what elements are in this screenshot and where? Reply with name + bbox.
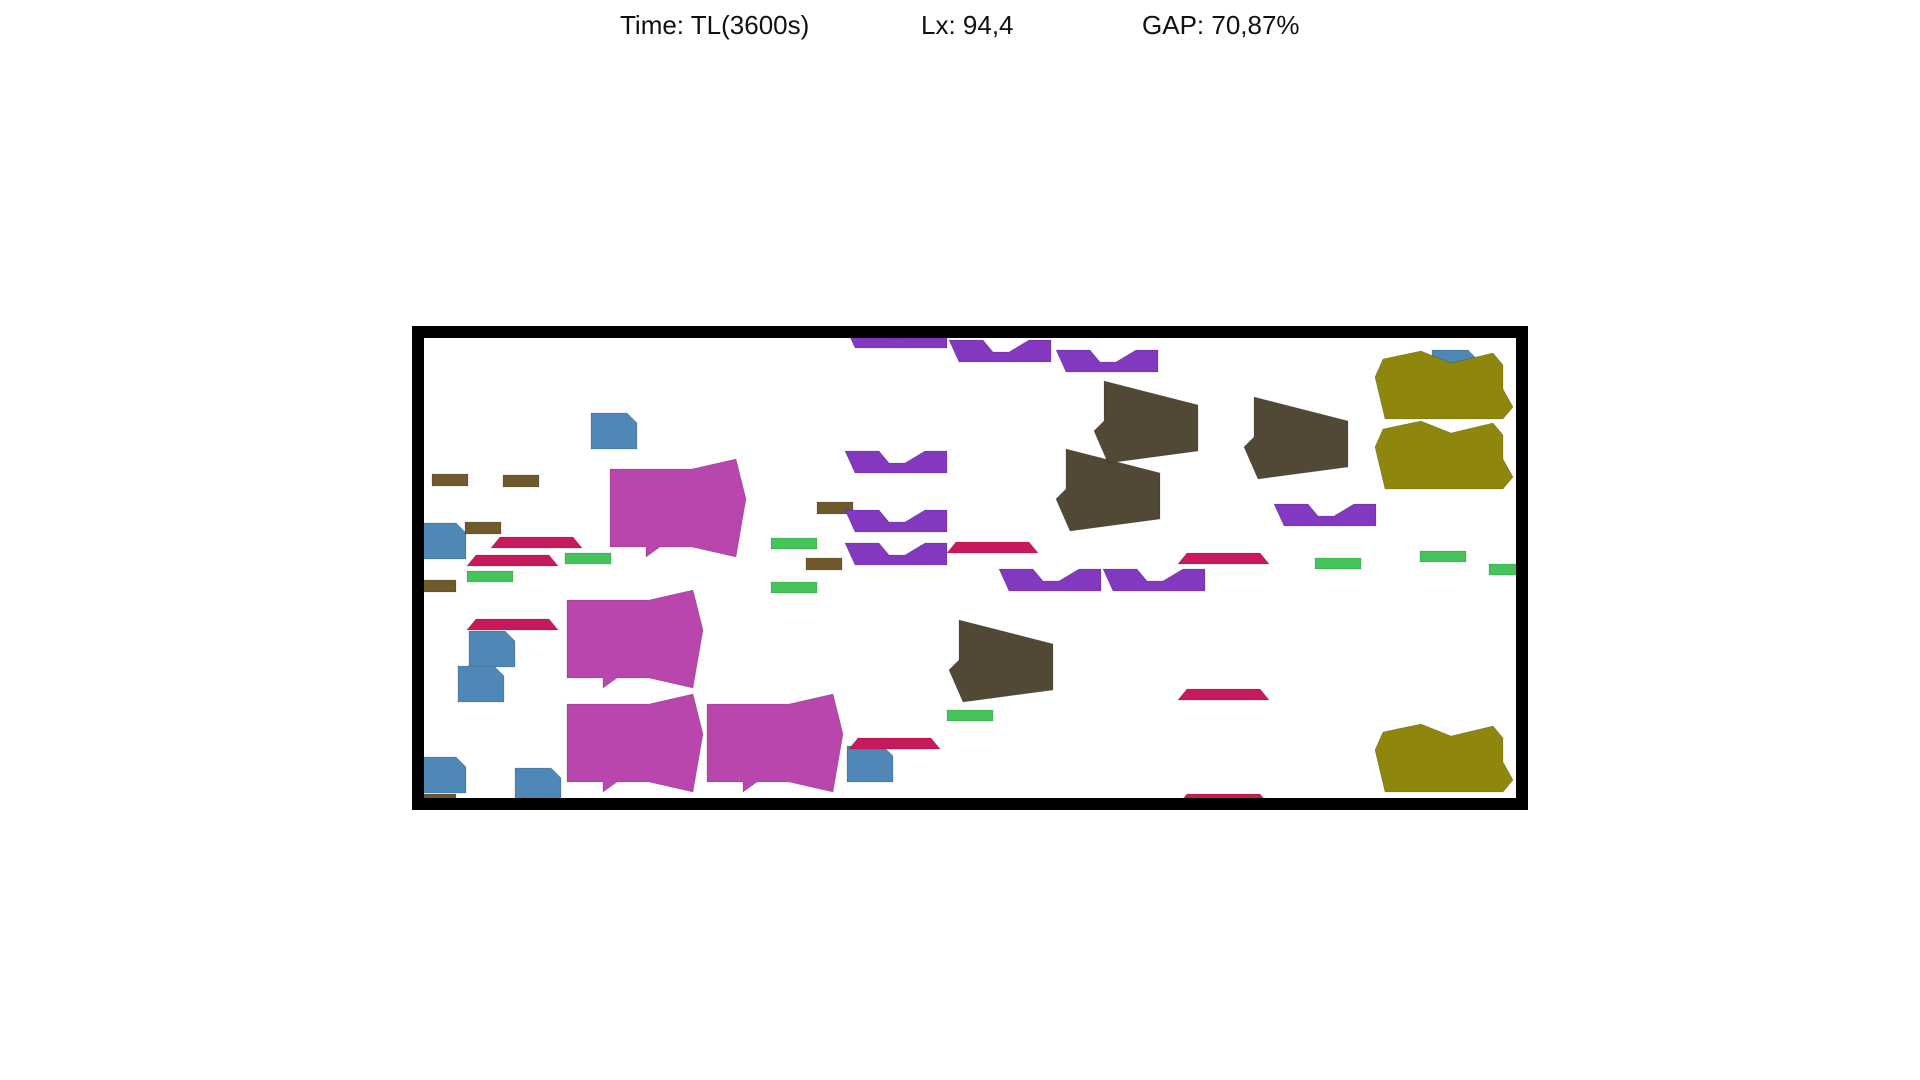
piece-dark-pentagon-48 [1093,380,1199,464]
piece-brown-bar-13 [805,557,843,571]
piece-purple-channel-37 [844,450,948,474]
piece-brown-bar-11 [464,521,502,535]
piece-purple-channel-38 [844,509,948,533]
piece-magenta-block-33 [566,589,704,689]
piece-green-bar-31 [1419,550,1467,563]
piece-dark-pentagon-47 [1243,396,1349,480]
piece-purple-channel-43 [1273,503,1377,527]
piece-magenta-block-32 [609,458,747,558]
piece-purple-channel-41 [998,568,1102,592]
piece-green-bar-30 [946,709,994,722]
piece-purple-channel-44 [948,339,1052,363]
piece-crimson-trapezoid-20 [946,541,1039,554]
piece-olive-cloud-51 [1374,723,1514,793]
piece-blue-tile-5 [419,756,467,794]
piece-blue-tile-3 [468,630,516,668]
piece-purple-channel-39 [844,542,948,566]
piece-dark-pentagon-45 [1055,448,1161,532]
piece-magenta-block-35 [706,693,844,793]
pieces-layer [419,326,1528,807]
piece-crimson-trapezoid-16 [490,536,583,549]
sheet-frame [412,326,1528,810]
piece-crimson-trapezoid-19 [848,737,941,750]
lx-label: Lx: 94,4 [921,10,1014,40]
piece-green-bar-27 [770,581,818,594]
nesting-board [412,326,1528,810]
piece-crimson-trapezoid-21 [1177,552,1270,565]
piece-brown-bar-14 [419,579,457,593]
piece-crimson-trapezoid-18 [466,618,559,631]
piece-blue-tile-1 [419,522,467,560]
piece-brown-bar-9 [431,473,469,487]
piece-green-bar-24 [466,570,514,583]
piece-dark-pentagon-46 [948,619,1054,703]
piece-magenta-block-34 [566,693,704,793]
piece-blue-tile-8 [846,745,894,783]
piece-crimson-trapezoid-22 [1177,688,1270,701]
piece-brown-bar-10 [502,474,540,488]
piece-green-bar-28 [1314,557,1362,570]
piece-green-bar-25 [564,552,612,565]
piece-olive-cloud-50 [1374,420,1514,490]
piece-green-bar-26 [770,537,818,550]
piece-blue-tile-4 [457,665,505,703]
piece-purple-channel-42 [1102,568,1206,592]
piece-olive-cloud-49 [1374,350,1514,420]
piece-purple-channel-40 [1055,349,1159,373]
piece-crimson-trapezoid-17 [466,554,559,567]
time-label: Time: TL(3600s) [620,10,810,40]
piece-blue-tile-2 [590,412,638,450]
gap-label: GAP: 70,87% [1142,10,1300,40]
